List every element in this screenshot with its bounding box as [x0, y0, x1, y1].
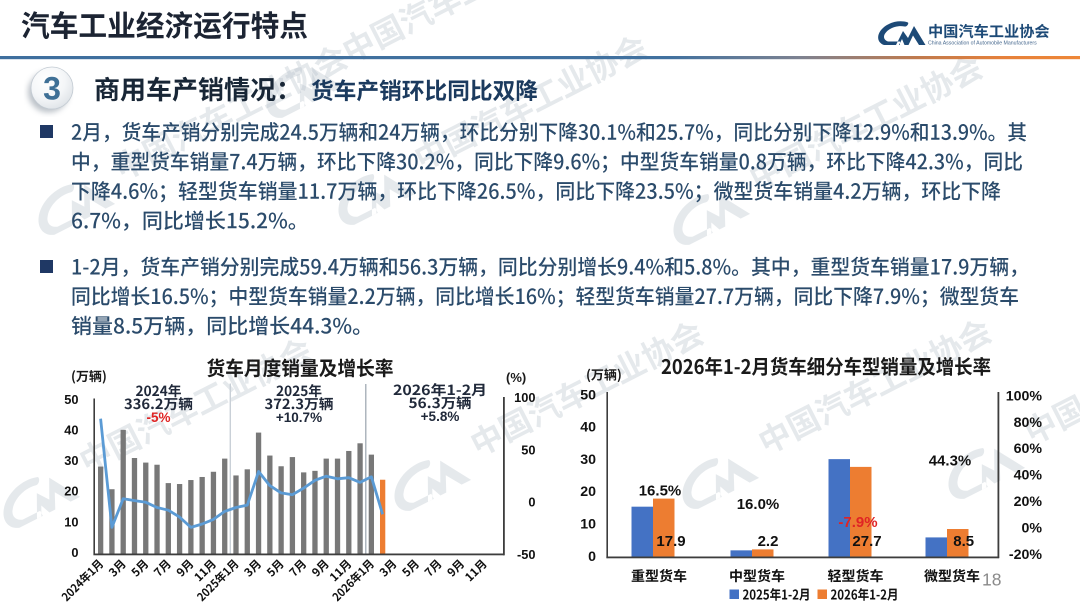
- svg-text:16.5%: 16.5%: [639, 482, 682, 499]
- svg-text:40: 40: [580, 420, 596, 436]
- svg-text:30: 30: [580, 452, 596, 468]
- svg-text:40%: 40%: [1014, 468, 1043, 484]
- svg-text:8.5: 8.5: [953, 533, 974, 550]
- svg-text:27.7: 27.7: [852, 533, 881, 550]
- svg-text:100%: 100%: [1006, 388, 1043, 404]
- svg-text:(%): (%): [506, 370, 526, 385]
- svg-text:16.0%: 16.0%: [737, 496, 780, 513]
- svg-text:+5.8%: +5.8%: [421, 409, 460, 424]
- svg-text:100: 100: [514, 390, 535, 405]
- svg-text:20: 20: [580, 484, 596, 500]
- svg-text:60%: 60%: [1014, 441, 1043, 457]
- svg-text:-7.9%: -7.9%: [838, 514, 877, 531]
- svg-text:China Association of Automobil: China Association of Automobile Manufact…: [928, 41, 1037, 47]
- svg-text:18: 18: [982, 570, 1001, 590]
- svg-text:2.2: 2.2: [758, 533, 779, 550]
- svg-text:17.9: 17.9: [656, 533, 685, 550]
- svg-text:50: 50: [64, 392, 78, 407]
- svg-text:3: 3: [43, 71, 61, 107]
- svg-text:0: 0: [588, 549, 596, 565]
- svg-text:20%: 20%: [1014, 494, 1043, 510]
- svg-text:80%: 80%: [1014, 415, 1043, 431]
- svg-text:10: 10: [64, 514, 78, 529]
- svg-text:-20%: -20%: [1009, 547, 1043, 563]
- svg-text:-50: -50: [517, 547, 536, 562]
- svg-text:+10.7%: +10.7%: [276, 410, 322, 425]
- svg-text:20: 20: [64, 484, 78, 499]
- svg-text:30: 30: [64, 453, 78, 468]
- svg-text:0: 0: [528, 495, 535, 510]
- svg-text:0: 0: [71, 545, 78, 560]
- svg-text:50: 50: [580, 387, 596, 403]
- svg-text:40: 40: [64, 423, 78, 438]
- svg-text:10: 10: [580, 517, 596, 533]
- svg-text:50: 50: [521, 442, 535, 457]
- svg-text:-5%: -5%: [146, 410, 170, 425]
- svg-text:44.3%: 44.3%: [929, 453, 972, 470]
- svg-text:0%: 0%: [1021, 520, 1042, 536]
